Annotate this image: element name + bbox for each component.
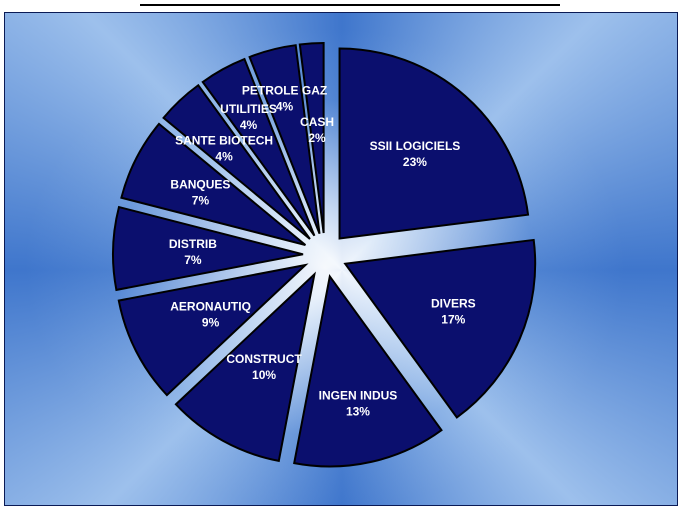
pie-slice [248, 44, 321, 235]
pie-slice [298, 42, 325, 234]
slice-category-label: DIVERS [431, 297, 476, 311]
pie-slice [112, 205, 304, 292]
slice-category-label: INGEN INDUS [319, 389, 398, 403]
pie-slice-group [201, 57, 316, 237]
pie-slice-group [117, 263, 309, 397]
slice-percent-label: 4% [276, 100, 294, 114]
pie-slice-group [248, 44, 321, 235]
slice-percent-label: 23% [403, 155, 427, 169]
slice-category-label: CONSTRUCT [226, 352, 302, 366]
slice-category-label: PETROLE GAZ [242, 84, 327, 98]
slice-percent-label: 17% [441, 313, 465, 327]
slice-percent-label: 9% [202, 315, 220, 329]
pie-slice [343, 238, 537, 419]
slice-category-label: AERONAUTIQ [170, 299, 251, 313]
pie-slice-group [293, 274, 443, 468]
slice-category-label: SSII LOGICIELS [370, 139, 461, 153]
pie-slice [174, 271, 316, 463]
slice-percent-label: 2% [308, 131, 326, 145]
slice-percent-label: 10% [252, 368, 276, 382]
pie-slice-group [120, 122, 307, 246]
slice-percent-label: 13% [346, 405, 370, 419]
slice-category-label: BANQUES [170, 178, 230, 192]
slice-percent-label: 4% [240, 118, 258, 132]
slice-category-label: DISTRIB [169, 237, 217, 251]
pie-slice-group [298, 42, 325, 234]
pie-slice-group [338, 47, 530, 240]
pie-slice-group [112, 205, 304, 292]
pie-slice-group [174, 271, 316, 463]
pie-slice [201, 57, 316, 237]
slice-category-label: SANTE BIOTECH [175, 134, 273, 148]
slice-category-label: UTILITIES [220, 102, 277, 116]
pie-slice [120, 122, 307, 246]
slice-percent-label: 7% [192, 194, 210, 208]
title-underline [140, 0, 560, 6]
pie-slice [338, 47, 530, 240]
pie-slice-group [343, 238, 537, 419]
pie-slice [293, 274, 443, 468]
pie-slice [162, 83, 311, 240]
slice-percent-label: 4% [215, 150, 233, 164]
slice-percent-label: 7% [184, 253, 202, 267]
slice-category-label: CASH [300, 115, 334, 129]
pie-slice [117, 263, 309, 397]
pie-slice-group [162, 83, 311, 240]
